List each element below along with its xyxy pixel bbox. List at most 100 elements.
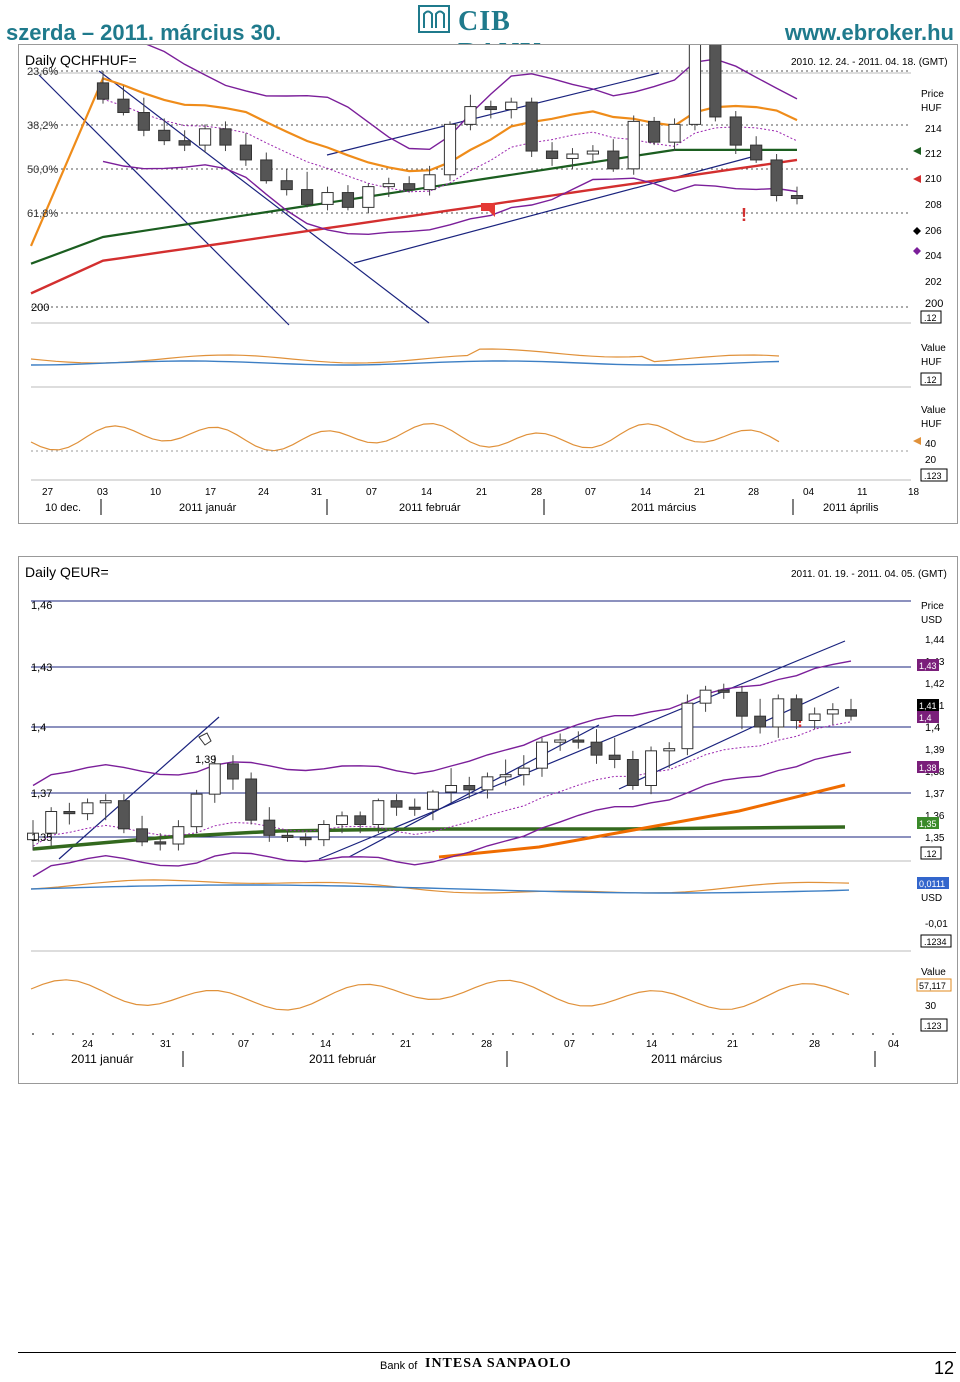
chart1-x-axis: 27 03 10 17 24 31 07 14 21 28 07 14 21 28 04 11 18 10 dec… bbox=[42, 487, 920, 515]
x-tick-label: 28 bbox=[809, 1039, 821, 1050]
left-level: 1,37 bbox=[31, 788, 52, 800]
price-tick: 212 bbox=[925, 149, 942, 160]
price-tick: 1,42 bbox=[925, 679, 945, 690]
bollinger-mid bbox=[102, 98, 798, 193]
candle-body bbox=[826, 709, 839, 715]
macd-orange-line bbox=[30, 879, 850, 894]
price-tick: 1,35 bbox=[925, 833, 945, 844]
marker-red-icon bbox=[913, 175, 921, 183]
candle-body bbox=[545, 150, 559, 159]
price-tick: 206 bbox=[925, 226, 942, 237]
ind2-cursor-value: .123 bbox=[924, 471, 942, 481]
trend-line bbox=[38, 74, 290, 326]
candle-body bbox=[390, 800, 403, 808]
trend-line bbox=[353, 154, 760, 264]
candle-body bbox=[717, 689, 730, 693]
candle-body bbox=[81, 802, 94, 815]
candle-body bbox=[263, 819, 276, 836]
candle-body bbox=[423, 174, 436, 191]
left-level: 1,35 bbox=[31, 832, 52, 844]
price-cursor-box[interactable] bbox=[920, 310, 942, 324]
fib-label-618: 61,8% bbox=[27, 208, 58, 220]
x-month-label: 2011 március bbox=[651, 1052, 722, 1066]
x-tick-label: 07 bbox=[238, 1039, 250, 1050]
bollinger-mid bbox=[32, 721, 852, 847]
x-tick-label: 07 bbox=[564, 1039, 576, 1050]
candle-body bbox=[808, 713, 821, 721]
x-tick-label: 17 bbox=[205, 487, 217, 498]
ind2-value: 57,117 bbox=[919, 981, 946, 991]
candle-body bbox=[554, 739, 567, 743]
candle-body bbox=[566, 153, 579, 159]
price-tags: 1,43 1,41 1,4 1,38 1,35 bbox=[917, 659, 939, 829]
ind2-cursor-value: .123 bbox=[924, 1021, 942, 1031]
chart1-date-range: 2010. 12. 24. - 2011. 04. 18. (GMT) bbox=[791, 57, 948, 68]
macd-blue-line bbox=[30, 884, 850, 894]
price-tick: 200 bbox=[925, 298, 943, 310]
bank-logo: CIB BANK bbox=[418, 4, 598, 69]
price-unit-label: Price bbox=[921, 601, 944, 612]
x-tick-label: 24 bbox=[82, 1039, 94, 1050]
ind2-cursor-box[interactable] bbox=[920, 468, 948, 482]
candle-body bbox=[645, 750, 657, 786]
ind2-cursor-box[interactable] bbox=[920, 1018, 948, 1032]
trend-line bbox=[58, 716, 220, 860]
x-tick-label: 21 bbox=[727, 1039, 739, 1050]
price-tag-value: 1,38 bbox=[919, 763, 937, 773]
chf-huf-chart: ! Daily QCHFHUF= 2010. 12. 24. - 2011. 0… bbox=[25, 19, 948, 515]
price-cursor-box[interactable] bbox=[920, 846, 942, 860]
site-url[interactable]: www.ebroker.hu bbox=[784, 20, 954, 45]
price-tick: 208 bbox=[925, 200, 942, 211]
price-tick: 214 bbox=[925, 124, 942, 135]
ma-orange-line bbox=[29, 77, 798, 247]
candle-body bbox=[154, 841, 167, 845]
x-tick-label: 14 bbox=[640, 487, 652, 498]
indicator-orange-line bbox=[30, 348, 780, 364]
candle-body bbox=[280, 180, 293, 191]
chart1-title: Daily QCHFHUF= bbox=[25, 52, 137, 68]
marker-purple-icon bbox=[913, 247, 921, 255]
candle-body bbox=[770, 159, 783, 197]
x-month-label: 2011 január bbox=[71, 1052, 134, 1066]
eur-usd-chart-panel: ! Daily QEUR= 2011. 01. 19. - 2011. 04. … bbox=[18, 556, 958, 1084]
candle-body bbox=[336, 815, 348, 826]
candle-body bbox=[137, 112, 150, 131]
price-tag-value: 1,41 bbox=[919, 701, 937, 711]
ind1-cursor-box[interactable] bbox=[920, 372, 942, 386]
price-cursor-value: .12 bbox=[924, 313, 937, 323]
candle-body bbox=[699, 689, 712, 704]
ind2-tick: 30 bbox=[925, 1001, 937, 1012]
ind1-cursor-box[interactable] bbox=[920, 934, 952, 948]
x-month-label: 2011 február bbox=[309, 1052, 376, 1066]
candle-body bbox=[499, 774, 512, 778]
price-tick: 1,36 bbox=[925, 811, 945, 822]
left-level: 1,4 bbox=[31, 722, 46, 734]
eur-usd-chart: ! Daily QEUR= 2011. 01. 19. - 2011. 04. … bbox=[25, 564, 952, 1067]
candle-body bbox=[607, 150, 620, 170]
candle-body bbox=[178, 140, 191, 146]
chart2-title: Daily QEUR= bbox=[25, 564, 109, 580]
footer-divider bbox=[18, 1352, 956, 1353]
price-currency-label: HUF bbox=[921, 103, 942, 114]
price-tag-box bbox=[917, 659, 939, 671]
candle-body bbox=[117, 800, 130, 830]
bollinger-lower bbox=[32, 751, 852, 878]
left-level: 1,46 bbox=[31, 600, 52, 612]
price-tick: 1,44 bbox=[925, 635, 945, 646]
x-tick-label: 31 bbox=[311, 487, 323, 498]
price-cursor-value: .12 bbox=[924, 849, 937, 859]
candle-body bbox=[382, 183, 395, 188]
x-tick-label: 10 bbox=[150, 487, 162, 498]
candle-body bbox=[626, 759, 639, 786]
ind1-currency-label: HUF bbox=[921, 357, 942, 368]
x-tick-label: 07 bbox=[366, 487, 378, 498]
pointer-hand-icon bbox=[198, 732, 212, 746]
price-tag-value: 1,43 bbox=[919, 661, 937, 671]
candle-body bbox=[301, 189, 314, 205]
x-tick-label: 31 bbox=[160, 1039, 172, 1050]
candle-body bbox=[190, 793, 203, 828]
ind2-unit-label: Value bbox=[921, 405, 946, 416]
x-tick-label: 04 bbox=[888, 1039, 900, 1050]
high-annotation: 1,39 bbox=[195, 754, 216, 766]
ma-red-line bbox=[30, 158, 798, 295]
